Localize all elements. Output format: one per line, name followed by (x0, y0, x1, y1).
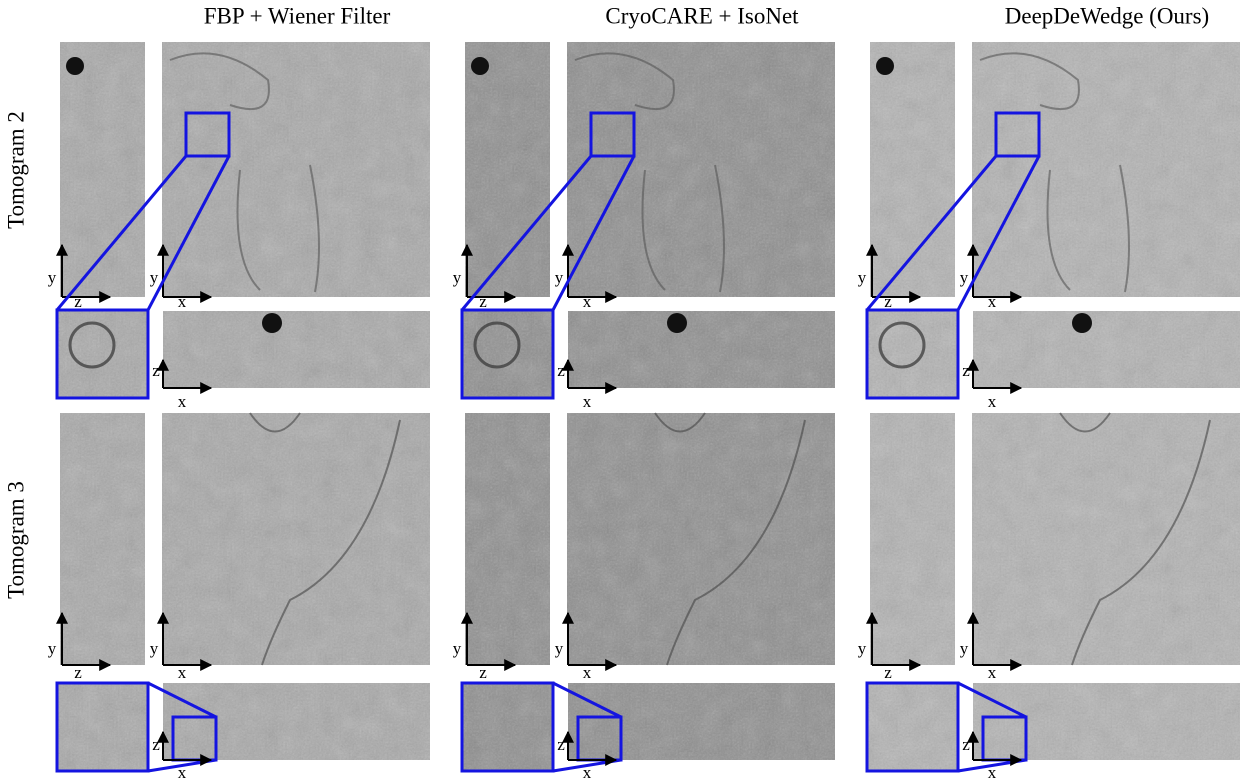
zy-slice-noise (465, 413, 550, 665)
zy-slice-noise (60, 42, 145, 297)
axis-label: y (960, 268, 969, 287)
axis-label: z (74, 292, 82, 311)
xz-slice-noise (568, 683, 835, 760)
zy-slice-noise (60, 413, 145, 665)
axis-label: z (152, 735, 160, 754)
axis-label: y (48, 639, 57, 658)
axis-label: y (858, 268, 867, 287)
xz-slice-noise (568, 311, 835, 388)
axis-label: y (453, 268, 462, 287)
axis-label: z (884, 663, 892, 682)
xy-slice-noise (162, 42, 430, 297)
axis-label: y (48, 268, 57, 287)
axis-label: z (962, 735, 970, 754)
axis-label: y (960, 639, 969, 658)
axis-label: y (453, 639, 462, 658)
axis-label: x (583, 763, 592, 781)
zoom-inset-noise (462, 683, 553, 771)
axis-label: z (884, 292, 892, 311)
axis-label: z (557, 361, 565, 380)
column-title: DeepDeWedge (Ours) (1005, 3, 1209, 28)
gold-particle (876, 57, 894, 75)
axis-label: z (479, 663, 487, 682)
axis-label: x (178, 663, 187, 682)
axis-label: x (988, 663, 997, 682)
xy-slice-noise (972, 413, 1240, 665)
xz-slice-noise (163, 683, 430, 760)
axis-label: x (988, 392, 997, 411)
axis-label: y (858, 639, 867, 658)
zy-slice-noise (870, 413, 955, 665)
row-label: Tomogram 3 (3, 481, 28, 599)
column-title: CryoCARE + IsoNet (605, 3, 799, 28)
axis-label: y (150, 639, 159, 658)
gold-particle (262, 313, 282, 333)
axis-label: z (962, 361, 970, 380)
axis-label: y (555, 639, 564, 658)
axis-label: x (988, 763, 997, 781)
xy-slice-noise (567, 42, 835, 297)
column-title: FBP + Wiener Filter (204, 3, 391, 28)
xz-slice-noise (163, 311, 430, 388)
xy-slice-noise (972, 42, 1240, 297)
axis-label: y (555, 268, 564, 287)
xz-slice-noise (973, 311, 1240, 388)
zy-slice-noise (465, 42, 550, 297)
axis-label: x (583, 392, 592, 411)
gold-particle (1072, 313, 1092, 333)
xy-slice-noise (162, 413, 430, 665)
axis-label: x (178, 292, 187, 311)
axis-label: x (583, 663, 592, 682)
gold-particle (66, 57, 84, 75)
gold-particle (471, 57, 489, 75)
axis-label: z (479, 292, 487, 311)
zy-slice-noise (870, 42, 955, 297)
axis-label: x (178, 392, 187, 411)
axis-label: y (150, 268, 159, 287)
zoom-inset-noise (57, 683, 148, 771)
axis-label: x (988, 292, 997, 311)
axis-label: z (557, 735, 565, 754)
zoom-inset-noise (867, 683, 958, 771)
axis-label: z (152, 361, 160, 380)
xz-slice-noise (973, 683, 1240, 760)
row-label: Tomogram 2 (3, 111, 28, 229)
xy-slice-noise (567, 413, 835, 665)
gold-particle (667, 313, 687, 333)
figure: FBP + Wiener FilteryzyxzxyzyxzxCryoCARE … (0, 0, 1252, 781)
axis-label: x (178, 763, 187, 781)
axis-label: z (74, 663, 82, 682)
axis-label: x (583, 292, 592, 311)
